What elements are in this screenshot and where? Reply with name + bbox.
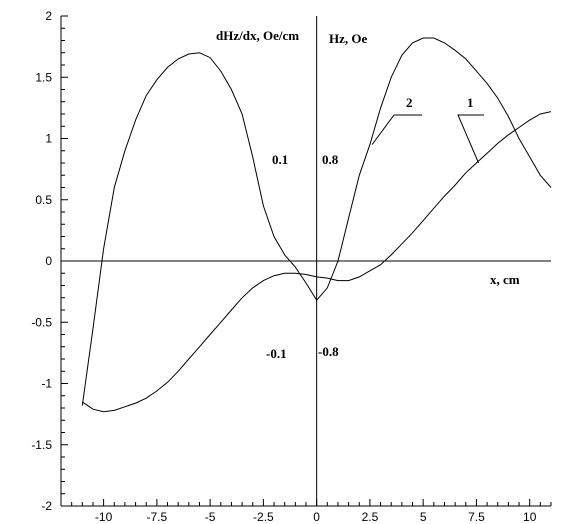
x-tick-label: -7.5 [147, 510, 168, 524]
axes-layer [60, 16, 551, 507]
right-axis-label: Hz, Oe [329, 31, 367, 46]
right-upper-value: 0.8 [322, 152, 339, 167]
x-tick-label: 10 [523, 510, 537, 524]
series-curve-1 [82, 111, 552, 413]
y-tick-label: 0.5 [35, 193, 52, 207]
x-tick-label: -2.5 [253, 510, 274, 524]
series-label-1: 1 [467, 95, 474, 110]
y-tick-label: -1 [41, 377, 52, 391]
series-curve-2 [81, 37, 552, 406]
y-tick-label: -0.5 [31, 315, 52, 329]
x-tick-label: 0 [313, 510, 320, 524]
ticks-layer: 2 1.5 1 0.5 0 -0.5 -1 -1.5 -2 -10 -7.5 -5 -2.5 0 2.5 5 7… [31, 9, 552, 524]
y-tick-label: 2 [45, 9, 52, 23]
x-tick-label: 2.5 [362, 510, 379, 524]
labels-layer: dHz/dx, Oe/cm Hz, Oe x, cm 0.1 -0.1 0.8 … [216, 28, 520, 361]
curves-layer [81, 37, 552, 413]
x-tick-label: -10 [95, 510, 113, 524]
x-tick-label: 7.5 [468, 510, 485, 524]
x-tick-label: 5 [420, 510, 427, 524]
left-axis-label: dHz/dx, Oe/cm [216, 28, 299, 43]
left-upper-value: 0.1 [272, 152, 288, 167]
x-axis-label: x, cm [490, 272, 520, 287]
right-lower-value: -0.8 [318, 344, 339, 359]
y-tick-label: 0 [45, 254, 52, 268]
y-tick-label: -2 [41, 499, 52, 513]
series-label-2-leader [371, 114, 422, 145]
y-tick-label: -1.5 [31, 438, 52, 452]
y-tick-label: 1.5 [35, 70, 52, 84]
series-label-2: 2 [406, 95, 413, 110]
left-lower-value: -0.1 [266, 346, 287, 361]
series-label-1-leader [457, 114, 484, 164]
x-tick-label: -5 [205, 510, 216, 524]
y-tick-label: 1 [45, 132, 52, 146]
